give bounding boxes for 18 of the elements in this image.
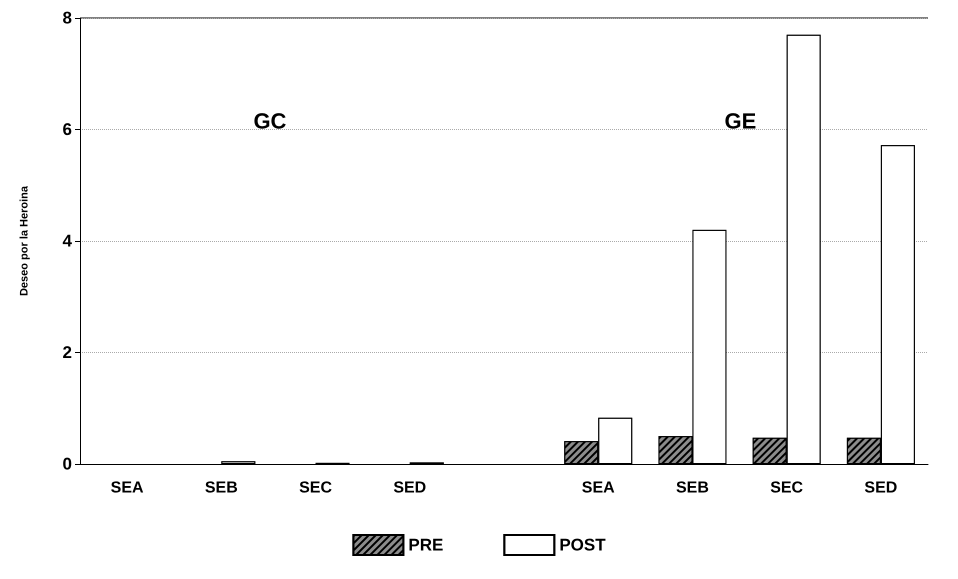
- x-tick-label: SEA: [582, 480, 616, 496]
- x-tick-label: SEB: [204, 480, 238, 496]
- y-tick-label: 6: [62, 120, 72, 139]
- legend-label: POST: [559, 536, 606, 554]
- x-tick-label: SEA: [110, 480, 144, 496]
- y-axis-title: Deseo por la Heroina: [18, 185, 30, 296]
- y-tick-label: 2: [62, 343, 72, 362]
- annotation: GC: [253, 108, 287, 134]
- x-tick-label: SED: [864, 480, 898, 496]
- y-tick-label: 0: [62, 454, 72, 474]
- x-tick-label: SEC: [299, 480, 332, 496]
- y-tick-label: 8: [62, 8, 72, 28]
- x-tick-label: SED: [393, 480, 426, 496]
- annotation: GE: [724, 108, 756, 134]
- x-tick-label: SEC: [770, 480, 804, 496]
- y-tick-label: 4: [62, 232, 73, 250]
- legend-label: PRE: [408, 536, 444, 554]
- x-tick-label: SEB: [676, 480, 709, 496]
